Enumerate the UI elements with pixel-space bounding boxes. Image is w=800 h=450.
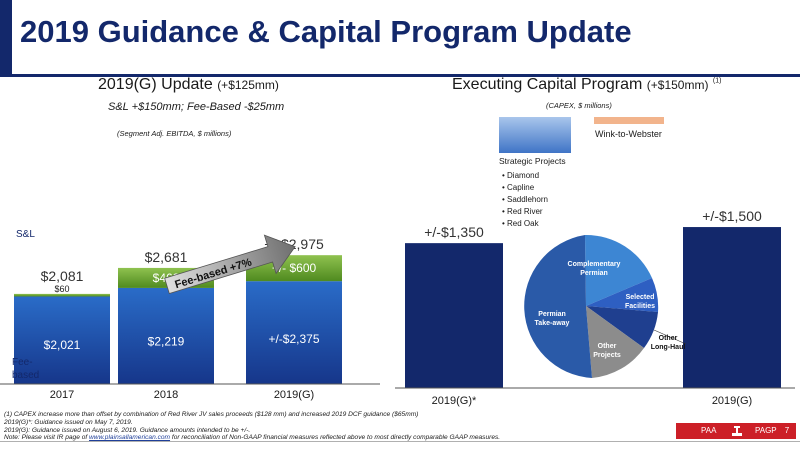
total-label: $2,081 bbox=[41, 268, 84, 284]
title-accent-bar bbox=[0, 0, 12, 75]
footnote-note-suffix: for reconciliation of Non-GAAP financial… bbox=[171, 434, 501, 442]
pie-label-permian-takeaway: Permian Take-away bbox=[535, 311, 570, 327]
capex-bar-chart: +/-$1,350 2019(G)* +/-$1,500 2019(G) bbox=[395, 208, 795, 407]
x-tick-label: 2019(G) bbox=[274, 389, 314, 401]
total-label: $2,681 bbox=[145, 249, 188, 265]
legend-strategic-label: Strategic Projects bbox=[499, 156, 566, 166]
pie-label-complementary-permian: Complementary Permian bbox=[568, 261, 621, 277]
left-heading-text: 2019(G) Update bbox=[98, 76, 213, 93]
page-title: 2019 Guidance & Capital Program Update bbox=[20, 14, 632, 49]
ir-link[interactable]: www.plainsallamerican.com bbox=[89, 434, 171, 442]
capex-value-label: +/-$1,500 bbox=[702, 208, 762, 224]
legend-sl: S&L bbox=[16, 229, 35, 240]
footnote-2: 2019(G)*: Guidance issued on May 7, 2019… bbox=[4, 418, 133, 426]
fee-based-bar-2018 bbox=[118, 287, 214, 384]
sl-bar-2017 bbox=[14, 293, 110, 297]
fee-based-growth-arrow: Fee-based +7% bbox=[164, 234, 296, 295]
legend-fee-based: Fee- based bbox=[12, 357, 40, 381]
capex-bar-2019(G)* bbox=[405, 243, 503, 388]
footer-rule bbox=[0, 441, 800, 442]
footnote-3: 2019(G): Guidance issued on August 6, 20… bbox=[4, 426, 251, 434]
strategic-project-item: • Diamond bbox=[502, 171, 540, 180]
right-heading-footnote-ref: (1) bbox=[712, 77, 722, 85]
pipeline-logo-icon bbox=[732, 426, 742, 436]
long-haul-leader-line bbox=[653, 329, 687, 345]
capex-value-label: +/-$1,350 bbox=[424, 224, 484, 240]
capex-breakdown-pie: Complementary Permian Selected Facilities … bbox=[524, 234, 687, 378]
fee-based-value-label: $2,021 bbox=[44, 338, 81, 352]
footer-paa: PAA bbox=[701, 426, 717, 435]
pie-slice-other-projects bbox=[586, 306, 644, 378]
legend-swatch-wink bbox=[594, 117, 664, 124]
footnotes: (1) CAPEX increase more than offset by c… bbox=[4, 411, 500, 442]
pie-slice-complementary-permian bbox=[585, 234, 652, 306]
legend-wink-label: Wink-to-Webster bbox=[595, 129, 662, 139]
strategic-project-item: • Red Oak bbox=[502, 219, 539, 228]
pie-slice-permian-takeaway bbox=[524, 235, 592, 378]
right-heading-text: Executing Capital Program bbox=[452, 76, 643, 93]
strategic-project-item: • Red River bbox=[502, 207, 543, 216]
sl-value-label: $60 bbox=[54, 284, 69, 294]
pie-slice-other-long-haul bbox=[586, 306, 658, 348]
left-heading-delta: (+$125mm) bbox=[217, 78, 279, 92]
pie-label-other-long-haul: Other Long-Haul bbox=[651, 335, 686, 351]
strategic-project-item: • Capline bbox=[502, 183, 535, 192]
fee-based-value-label: $2,219 bbox=[148, 335, 185, 349]
fee-based-bar-2019(G) bbox=[246, 281, 342, 384]
strategic-projects-list: • Diamond • Capline • Saddlehorn • Red Rive… bbox=[502, 170, 548, 230]
capex-bar-2019(G) bbox=[683, 227, 781, 388]
page-number: 7 bbox=[784, 426, 790, 435]
footer-pagp-text: PAGP bbox=[755, 426, 777, 435]
right-heading: Executing Capital Program (+$150mm) (1) bbox=[452, 76, 721, 94]
legend-swatch-strategic bbox=[499, 117, 571, 153]
left-unit-note: (Segment Adj. EBITDA, $ millions) bbox=[117, 129, 232, 138]
footnote-note: Note: Please visit IR page of www.plains… bbox=[4, 434, 500, 442]
fee-based-bar-2017 bbox=[14, 296, 110, 384]
pie-slice-selected-facilities bbox=[586, 278, 659, 312]
x-tick-label: 2019(G)* bbox=[432, 395, 477, 407]
footer-pagp: PAGP 7 bbox=[755, 426, 789, 435]
strategic-project-item: • Saddlehorn bbox=[502, 195, 548, 204]
x-tick-label: 2019(G) bbox=[712, 395, 752, 407]
title-divider bbox=[0, 74, 800, 77]
right-heading-delta: (+$150mm) bbox=[646, 78, 709, 92]
x-tick-label: 2017 bbox=[50, 389, 74, 401]
pie-label-selected-facilities: Selected Facilities bbox=[625, 294, 655, 310]
sl-value-label: +/- $600 bbox=[272, 261, 317, 275]
fee-based-value-label: +/-$2,375 bbox=[268, 332, 319, 346]
left-heading: 2019(G) Update (+$125mm) bbox=[98, 76, 279, 94]
footnote-note-prefix: Note: Please visit IR page of bbox=[4, 434, 88, 442]
right-unit-note: (CAPEX, $ millions) bbox=[546, 101, 612, 110]
left-subheading: S&L +$150mm; Fee-Based -$25mm bbox=[108, 101, 285, 113]
pie-label-other-projects: Other Projects bbox=[593, 343, 621, 359]
x-tick-label: 2018 bbox=[154, 389, 178, 401]
footnote-1: (1) CAPEX increase more than offset by c… bbox=[4, 411, 419, 418]
